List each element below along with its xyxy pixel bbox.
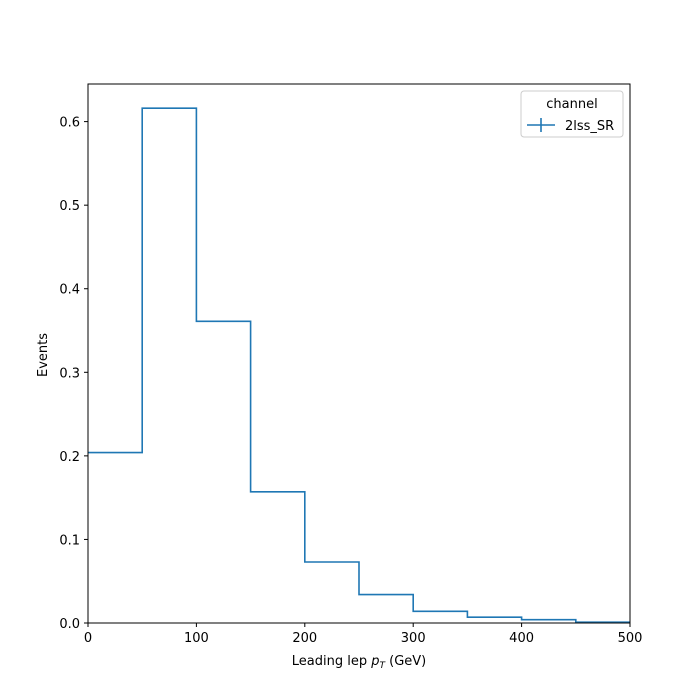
x-axis-ticks: 0 100 200 300 400 500 — [84, 623, 643, 646]
x-axis-title: Leading lep pT (GeV) — [292, 654, 426, 671]
x-tick-label: 300 — [401, 631, 426, 646]
y-tick-label: 0.0 — [59, 617, 80, 632]
histogram-step-line — [88, 107, 630, 623]
y-tick-label: 0.6 — [59, 116, 80, 131]
y-tick-label: 0.3 — [59, 366, 80, 381]
x-tick-label: 100 — [184, 631, 209, 646]
y-tick-label: 0.5 — [59, 199, 80, 214]
x-tick-label: 200 — [292, 631, 317, 646]
legend: channel 2lss_SR — [520, 90, 624, 138]
y-axis-ticks: 0.0 0.1 0.2 0.3 0.4 0.5 0.6 — [59, 116, 88, 632]
plot-area — [88, 84, 630, 623]
x-tick-label: 400 — [509, 631, 534, 646]
y-tick-label: 0.1 — [59, 533, 80, 548]
legend-title: channel — [546, 97, 597, 112]
y-axis-title: Events — [36, 333, 51, 377]
x-axis-title-subscript: T — [379, 661, 386, 671]
x-tick-label: 500 — [618, 631, 643, 646]
y-tick-label: 0.2 — [59, 450, 80, 465]
plot-frame — [87, 83, 631, 624]
x-axis-title-prefix: Leading lep — [292, 654, 371, 669]
y-tick-label: 0.4 — [59, 283, 80, 298]
x-axis-title-symbol: p — [370, 654, 379, 669]
x-axis-title-suffix: (GeV) — [385, 654, 426, 669]
legend-series-label: 2lss_SR — [565, 119, 614, 134]
x-tick-label: 0 — [84, 631, 92, 646]
